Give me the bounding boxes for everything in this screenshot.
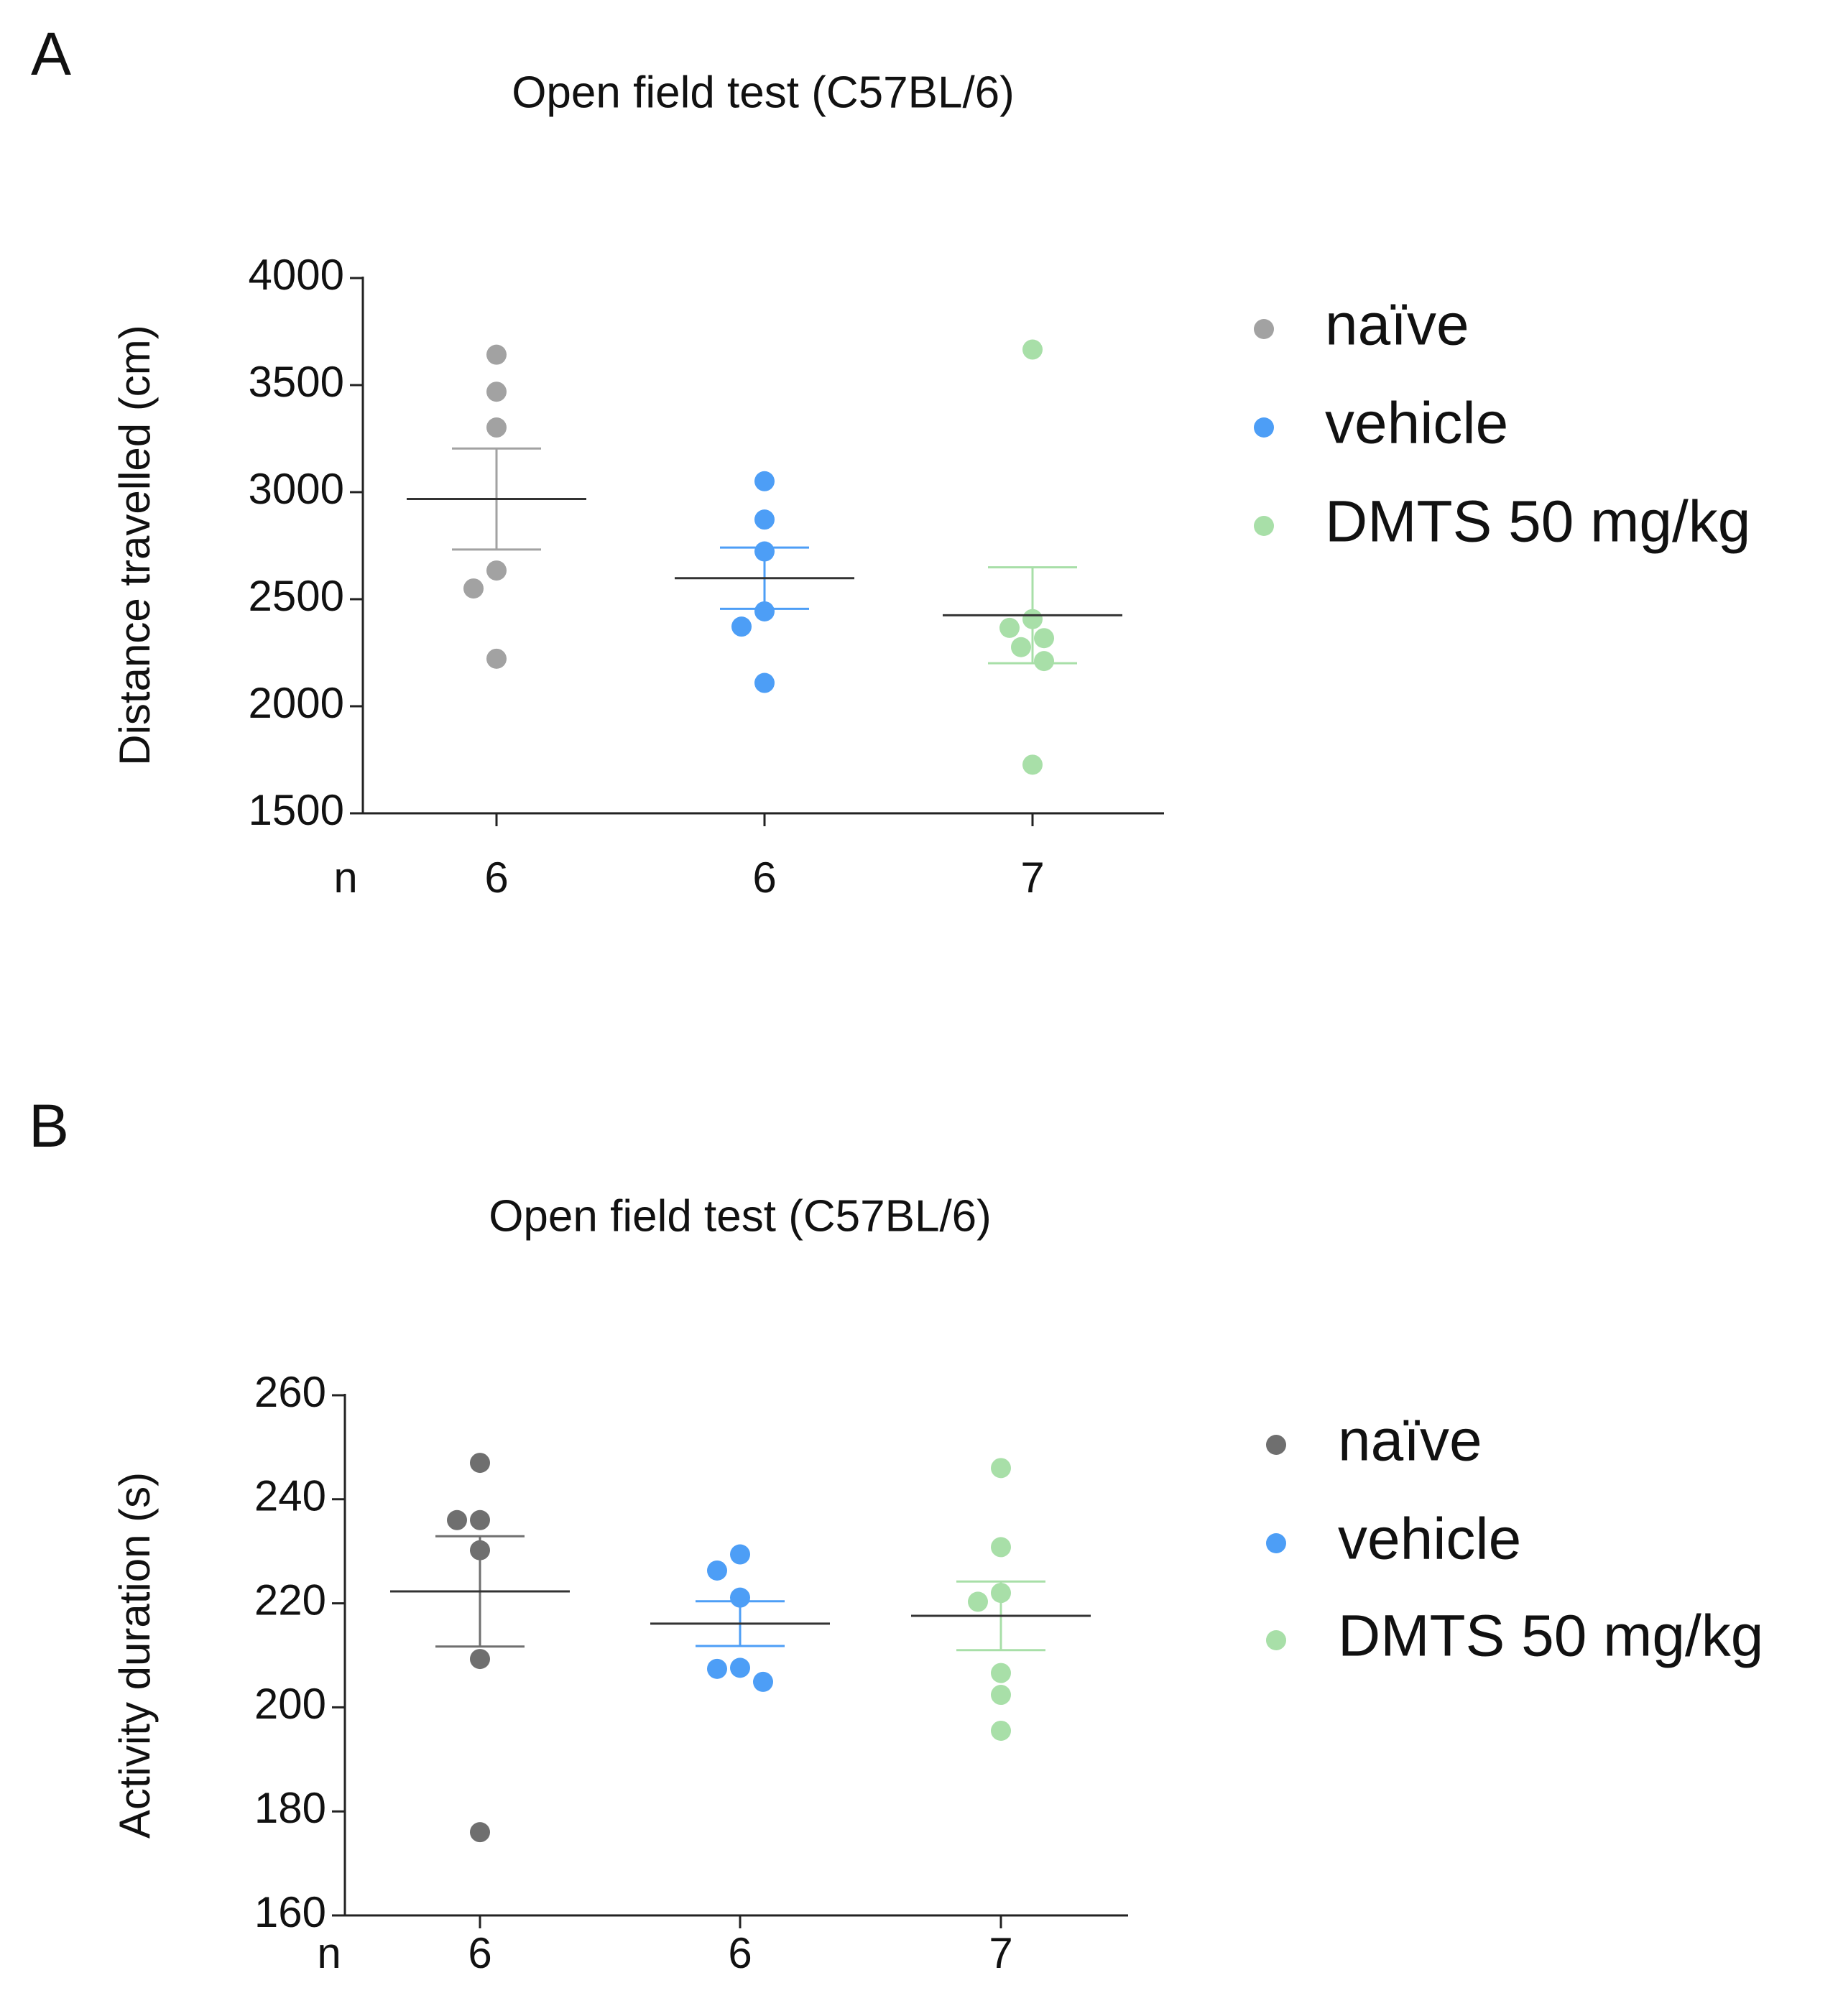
data-point — [1022, 339, 1043, 360]
data-point — [470, 1822, 490, 1843]
legend-label: naïve — [1325, 292, 1469, 358]
legend-marker — [1266, 1630, 1286, 1650]
data-point — [486, 417, 507, 438]
data-point — [754, 672, 775, 693]
y-tick-label: 4000 — [249, 251, 344, 299]
data-point — [753, 1671, 773, 1692]
x-tick-label: 6 — [752, 854, 776, 902]
data-point — [486, 648, 507, 669]
data-point — [730, 1587, 750, 1608]
y-axis-label: Distance travelled (cm) — [111, 325, 159, 766]
legend-marker — [1254, 319, 1274, 339]
data-point — [470, 1649, 490, 1670]
data-point — [1034, 651, 1054, 672]
chart-title: Open field test (C57BL/6) — [512, 68, 1015, 117]
data-point — [1034, 628, 1054, 649]
x-tick-label: 6 — [728, 1929, 752, 1977]
data-point — [731, 616, 752, 637]
y-tick-label: 2000 — [249, 679, 344, 727]
y-tick-label: 200 — [254, 1680, 326, 1728]
legend-label: vehicle — [1325, 391, 1508, 456]
data-point — [470, 1509, 490, 1530]
legend-label: naïve — [1338, 1408, 1482, 1474]
legend-marker — [1266, 1435, 1286, 1455]
x-axis-label: n — [317, 1929, 341, 1977]
x-tick-label: 6 — [484, 854, 508, 902]
legend-label: DMTS 50 mg/kg — [1338, 1604, 1763, 1669]
legend-label: DMTS 50 mg/kg — [1325, 489, 1750, 555]
y-axis-label: Activity duration (s) — [111, 1472, 159, 1839]
x-tick-label: 7 — [989, 1929, 1012, 1977]
data-point — [730, 1544, 750, 1565]
legend-marker — [1266, 1533, 1286, 1553]
legend-label: vehicle — [1338, 1507, 1521, 1572]
y-tick-label: 2500 — [249, 572, 344, 620]
panel-label: A — [31, 20, 71, 88]
data-point — [707, 1560, 727, 1581]
x-tick-label: 6 — [468, 1929, 491, 1977]
y-tick-label: 260 — [254, 1368, 326, 1416]
data-point — [754, 509, 775, 530]
x-axis-label: n — [333, 854, 357, 902]
y-tick-label: 240 — [254, 1472, 326, 1520]
chart-title: Open field test (C57BL/6) — [489, 1191, 992, 1241]
y-tick-label: 160 — [254, 1888, 326, 1936]
data-point — [999, 617, 1020, 638]
x-tick-label: 7 — [1020, 854, 1044, 902]
data-point — [991, 1458, 1011, 1479]
data-point — [754, 471, 775, 491]
data-point — [707, 1658, 727, 1679]
data-point — [470, 1453, 490, 1474]
data-point — [968, 1591, 988, 1612]
panel-label: B — [29, 1092, 69, 1160]
data-point — [991, 1720, 1011, 1741]
data-point — [463, 578, 484, 599]
legend-marker — [1254, 516, 1274, 536]
data-point — [1011, 637, 1031, 657]
data-point — [730, 1657, 750, 1678]
data-point — [447, 1509, 467, 1530]
data-point — [1022, 754, 1043, 775]
y-tick-label: 180 — [254, 1784, 326, 1832]
data-point — [486, 382, 507, 402]
y-tick-label: 3000 — [249, 465, 344, 513]
data-point — [991, 1685, 1011, 1706]
legend-marker — [1254, 417, 1274, 438]
data-point — [486, 344, 507, 365]
data-point — [991, 1537, 1011, 1558]
y-tick-label: 3500 — [249, 358, 344, 406]
y-tick-label: 1500 — [249, 786, 344, 834]
y-tick-label: 220 — [254, 1576, 326, 1624]
data-point — [991, 1663, 1011, 1683]
data-point — [486, 560, 507, 581]
data-point — [754, 601, 775, 621]
